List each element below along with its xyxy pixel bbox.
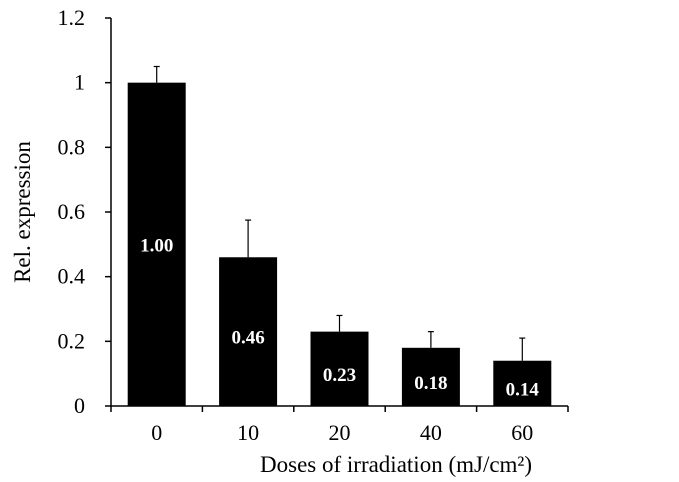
x-tick-label: 10 [237,420,259,445]
y-tick-label: 1 [74,70,85,95]
bar [127,82,186,407]
y-axis-ticks: 0 0.2 0.4 0.6 0.8 1 1.2 [58,5,111,418]
y-tick-label: 0 [74,393,85,418]
y-tick-label: 1.2 [58,5,86,30]
y-tick-label: 0.4 [58,264,86,289]
error-bar [245,219,252,258]
bar [493,360,552,406]
bar [219,257,278,406]
data-labels: 1.00 0.46 0.23 0.18 0.14 [140,235,539,400]
error-bar [153,65,160,83]
x-tick-label: 60 [511,420,533,445]
y-tick-label: 0.2 [58,328,86,353]
data-label: 0.46 [231,328,264,349]
y-tick-label: 0.6 [58,199,86,224]
data-label: 0.18 [414,373,447,394]
x-tick-label: 20 [329,420,351,445]
bar [401,347,460,406]
x-tick-label: 40 [420,420,442,445]
x-axis-ticks: 0 10 20 40 60 [110,406,569,445]
error-bar [519,337,526,361]
bars [127,82,552,407]
y-tick-label: 0.8 [58,134,86,159]
x-tick-label: 0 [151,420,162,445]
x-axis-title: Doses of irradiation (mJ/cm²) [260,452,532,477]
y-axis-title: Rel. expression [10,141,35,283]
error-bars [153,65,526,361]
error-bar [427,331,434,348]
data-label: 0.23 [323,365,356,386]
data-label: 1.00 [140,235,173,256]
error-bar [336,314,343,332]
data-label: 0.14 [506,379,540,400]
bar [310,331,369,406]
